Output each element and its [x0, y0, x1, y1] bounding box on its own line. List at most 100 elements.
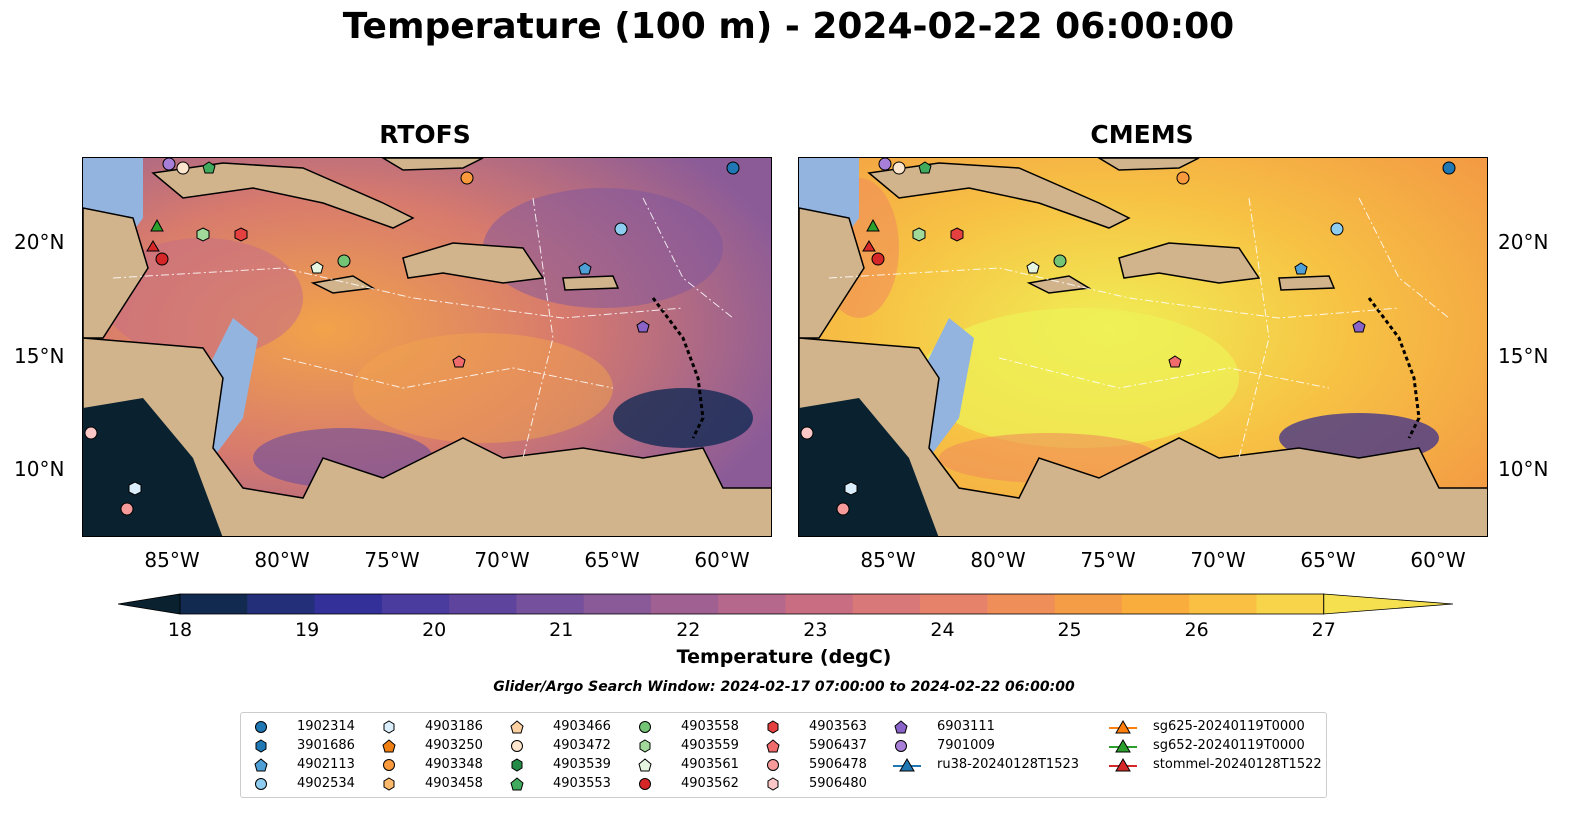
map-rtofs — [82, 157, 772, 537]
legend-item-label: 4902534 — [297, 776, 355, 791]
legend-marker-circle-icon — [895, 740, 907, 752]
panel-title-rtofs: RTOFS — [379, 120, 471, 149]
colorbar-segment — [718, 594, 786, 614]
legend-item-label: 7901009 — [937, 738, 995, 753]
legend-item-label: 4903553 — [553, 776, 611, 791]
colorbar-tick-label: 27 — [1311, 619, 1336, 641]
colorbar-segment — [987, 594, 1056, 614]
legend-item-label: 6903111 — [937, 719, 995, 734]
legend-marker-pentagon-icon — [510, 777, 524, 791]
lon-label-85w-cmems: 85°W — [860, 548, 916, 572]
legend-marker-pentagon-icon — [254, 758, 268, 772]
legend-marker-hexagon-icon — [383, 777, 395, 791]
legend-item-label: 4903539 — [553, 757, 611, 772]
colorbar-tick-label: 22 — [676, 619, 701, 641]
figure-title: Temperature (100 m) - 2024-02-22 06:00:0… — [342, 6, 1235, 47]
colorbar-extend-min — [117, 593, 181, 615]
legend-item-label: 4903466 — [553, 719, 611, 734]
legend-marker-hexagon-icon — [511, 758, 523, 772]
panel-title-cmems: CMEMS — [1090, 120, 1194, 149]
colorbar-segment — [449, 594, 517, 614]
lon-label-75w-rtofs: 75°W — [364, 548, 420, 572]
legend-marker-pentagon-icon — [510, 720, 524, 734]
legend-marker-circle-icon — [639, 721, 651, 733]
legend-marker-hexagon-icon — [383, 720, 395, 734]
colorbar-label: Temperature (degC) — [676, 646, 892, 668]
colorbar-segment — [852, 594, 921, 614]
lat-label-15n-left: 15°N — [14, 344, 65, 368]
legend-marker-circle-icon — [639, 778, 651, 790]
colorbar-segment — [1121, 594, 1190, 614]
legend-marker-circle-icon — [767, 759, 779, 771]
legend-marker-triangle-line-icon — [1109, 720, 1137, 734]
colorbar-segment — [785, 594, 854, 614]
lat-label-10n-left: 10°N — [14, 457, 65, 481]
legend-marker-pentagon-icon — [382, 739, 396, 753]
lon-label-75w-cmems: 75°W — [1080, 548, 1136, 572]
legend-marker-hexagon-icon — [767, 720, 779, 734]
legend-item-label: ru38-20240128T1523 — [937, 757, 1080, 772]
colorbar-extend-max — [1323, 593, 1454, 615]
lon-label-60w-cmems: 60°W — [1410, 548, 1466, 572]
colorbar-tick-label: 18 — [167, 619, 193, 641]
legend-item-label: 3901686 — [297, 738, 355, 753]
lon-label-80w-cmems: 80°W — [970, 548, 1026, 572]
legend-item-label: 5906480 — [809, 776, 867, 791]
lon-label-70w-rtofs: 70°W — [474, 548, 530, 572]
legend-marker-circle-icon — [255, 721, 267, 733]
lon-label-60w-rtofs: 60°W — [694, 548, 750, 572]
colorbar-segment — [1189, 594, 1257, 614]
colorbar-segment — [650, 594, 719, 614]
colorbar-segment — [381, 594, 450, 614]
legend-item-label: 4903458 — [425, 776, 483, 791]
legend-marker-circle-icon — [511, 740, 523, 752]
lon-label-85w-rtofs: 85°W — [144, 548, 200, 572]
colorbar-segment — [583, 594, 652, 614]
lat-label-20n-right: 20°N — [1498, 230, 1549, 254]
legend-marker-circle-icon — [255, 778, 267, 790]
legend-item-label: 4903559 — [681, 738, 739, 753]
lon-label-65w-cmems: 65°W — [1300, 548, 1356, 572]
legend-marker-circle-icon — [383, 759, 395, 771]
legend-item-label: sg625-20240119T0000 — [1153, 719, 1305, 734]
colorbar-tick-label: 24 — [930, 619, 955, 641]
lon-label-70w-cmems: 70°W — [1190, 548, 1246, 572]
legend-marker-hexagon-icon — [255, 739, 267, 753]
legend-item-label: 4903563 — [809, 719, 867, 734]
lon-label-80w-rtofs: 80°W — [254, 548, 310, 572]
legend-marker-hexagon-icon — [767, 777, 779, 791]
legend-marker-pentagon-icon — [894, 720, 908, 734]
legend-item-label: 4903472 — [553, 738, 611, 753]
colorbar-segment — [180, 594, 248, 614]
legend-marker-pentagon-icon — [638, 758, 652, 772]
lat-label-15n-right: 15°N — [1498, 344, 1549, 368]
legend-marker-hexagon-icon — [639, 739, 651, 753]
lat-label-20n-left: 20°N — [14, 230, 65, 254]
colorbar-segment — [314, 594, 383, 614]
legend-item-label: 4903561 — [681, 757, 739, 772]
colorbar-tick-label: 26 — [1184, 619, 1209, 641]
legend-item-label: 4903186 — [425, 719, 483, 734]
legend-item-label: 5906437 — [809, 738, 867, 753]
legend-marker-triangle-line-icon — [893, 758, 921, 772]
colorbar-tick-label: 20 — [422, 619, 447, 641]
colorbar-tick-label: 19 — [294, 619, 320, 641]
legend-item-label: 4902113 — [297, 757, 355, 772]
colorbar-segment — [516, 594, 585, 614]
legend-marker-pentagon-icon — [766, 739, 780, 753]
colorbar-tick-label: 21 — [549, 619, 574, 641]
colorbar-segment — [1054, 594, 1123, 614]
map-cmems — [798, 157, 1488, 537]
colorbar-segment — [920, 594, 988, 614]
legend-item-label: 1902314 — [297, 719, 355, 734]
legend-item-label: 4903558 — [681, 719, 739, 734]
colorbar-tick-label: 23 — [803, 619, 828, 641]
legend-item-label: 5906478 — [809, 757, 867, 772]
search-window-text: Glider/Argo Search Window: 2024-02-17 07… — [493, 679, 1075, 695]
lat-label-10n-right: 10°N — [1498, 457, 1549, 481]
legend-item-label: 4903562 — [681, 776, 739, 791]
colorbar-tick-label: 25 — [1057, 619, 1082, 641]
legend-marker-triangle-line-icon — [1109, 758, 1137, 772]
colorbar-segment — [1256, 594, 1325, 614]
legend-item-label: 4903250 — [425, 738, 483, 753]
